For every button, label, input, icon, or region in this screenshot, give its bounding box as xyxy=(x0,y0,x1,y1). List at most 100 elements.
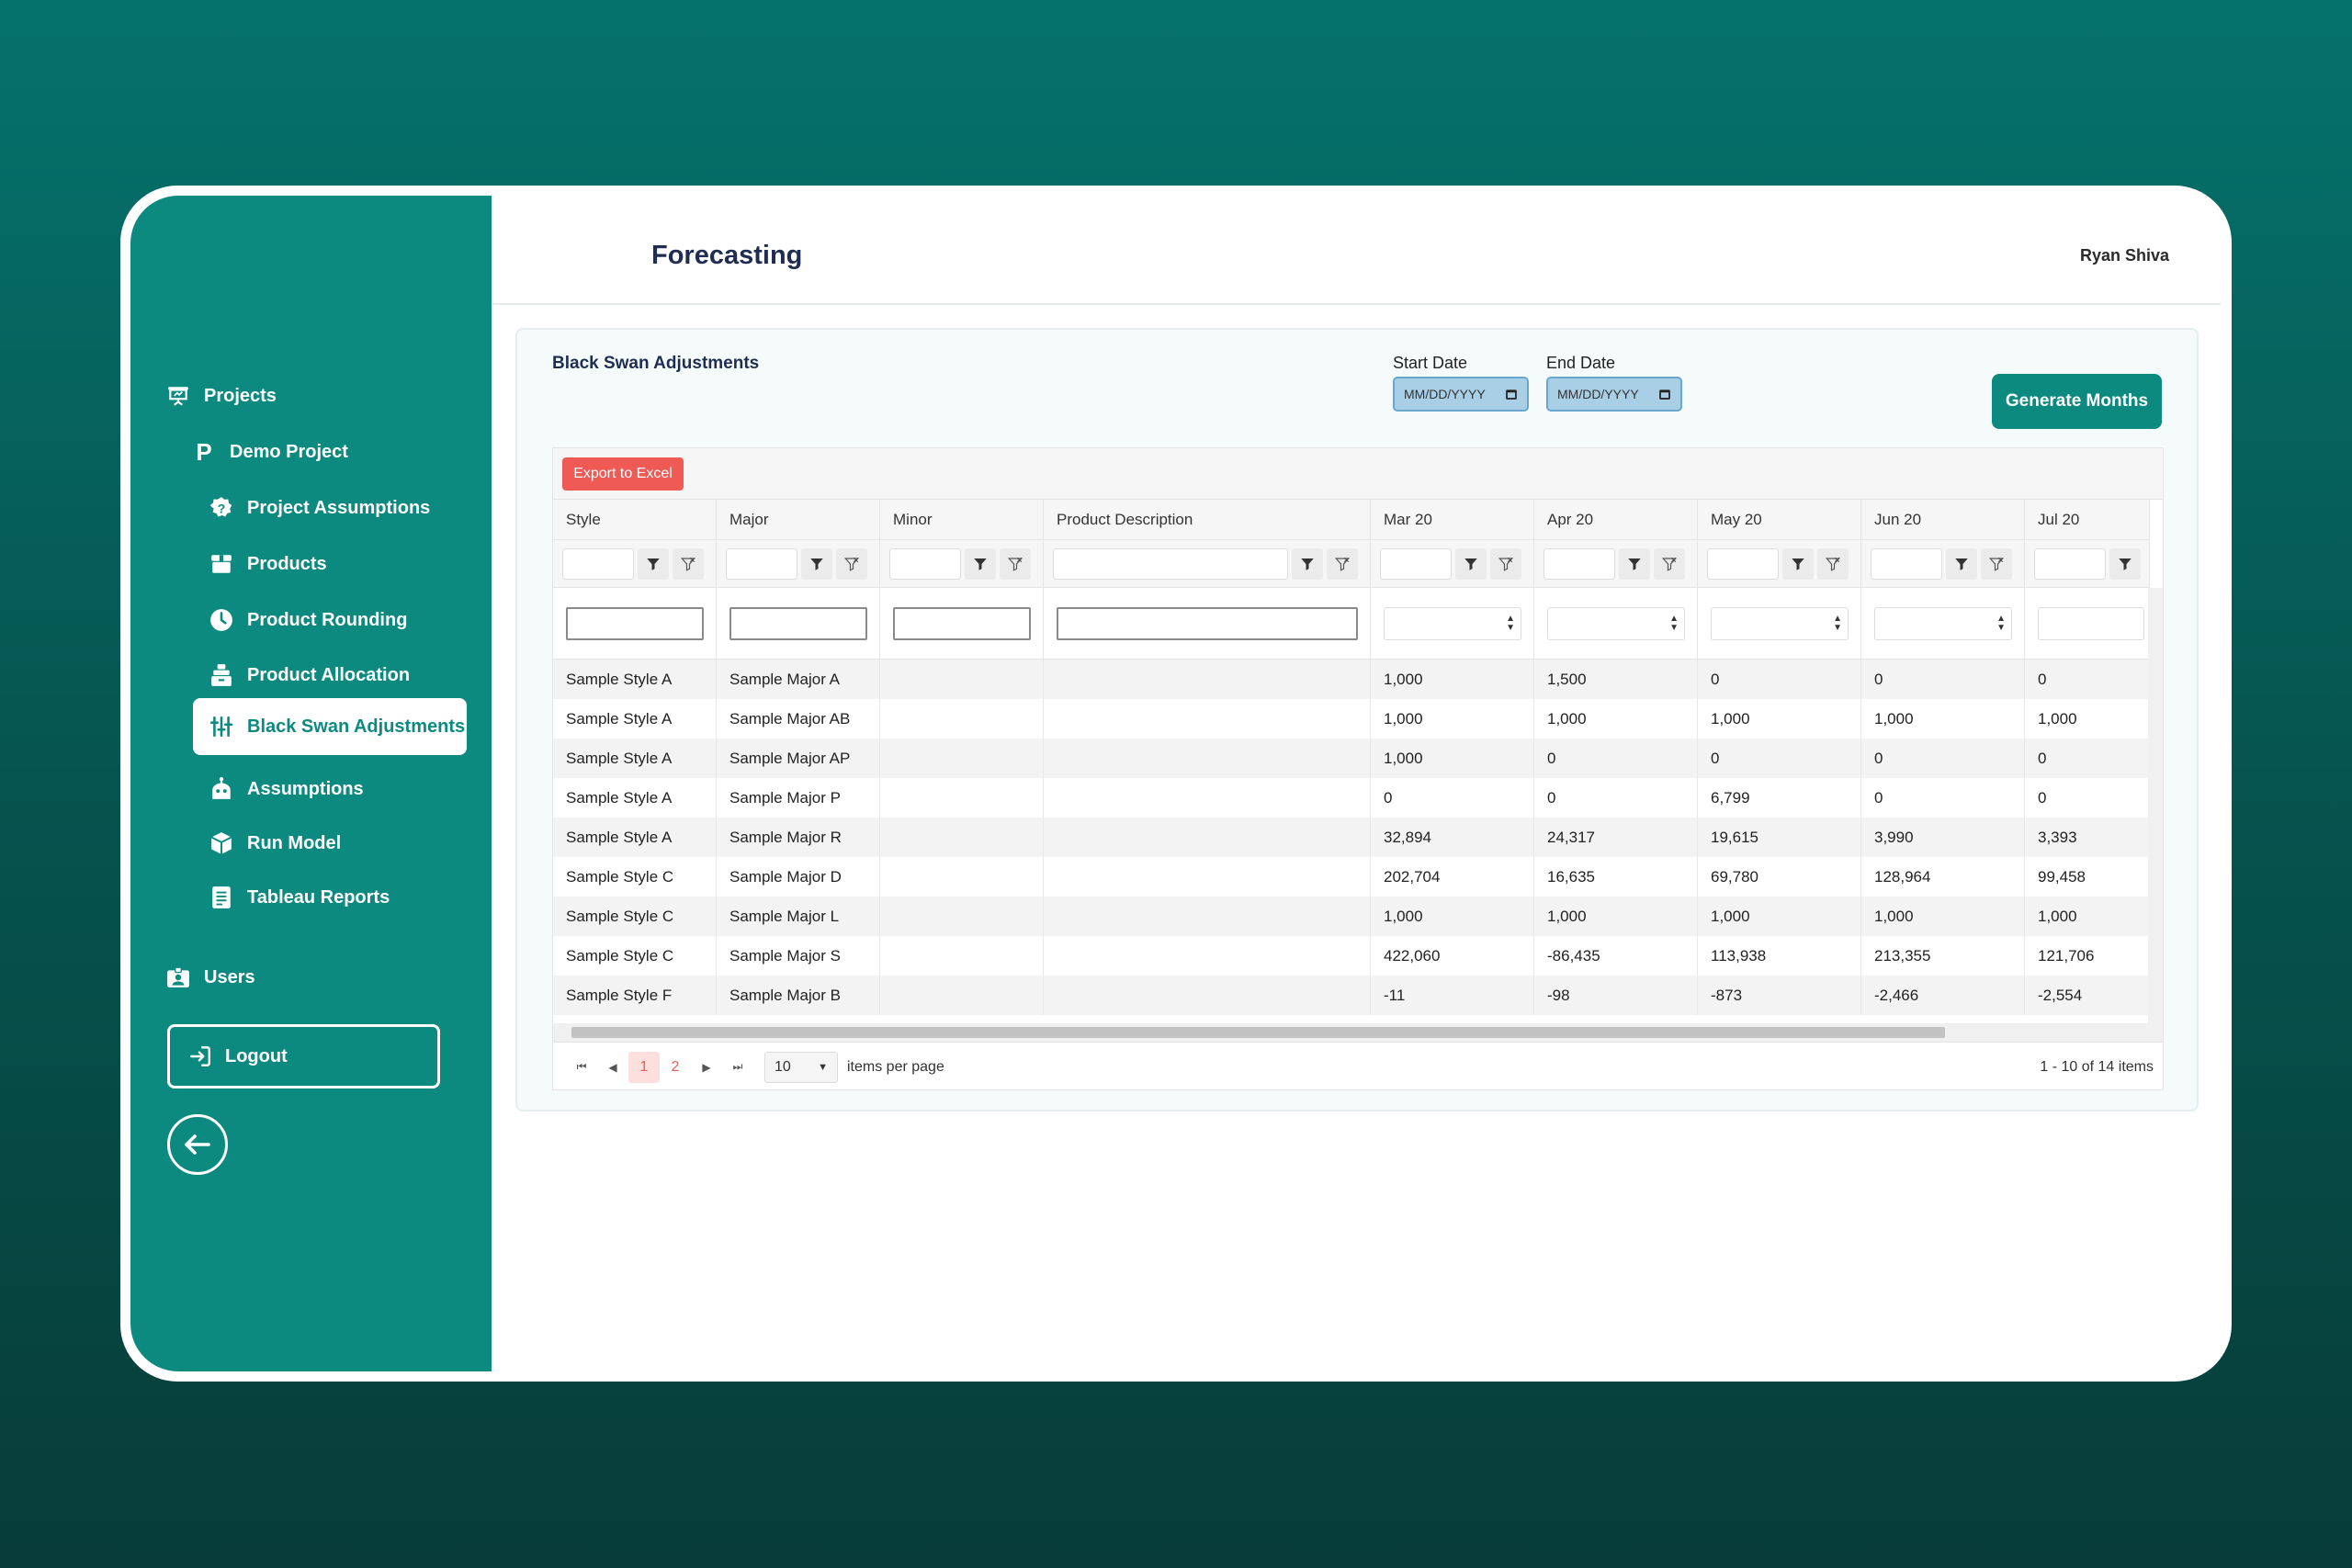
table-cell[interactable]: -2,466 xyxy=(1861,976,2025,1015)
table-cell[interactable] xyxy=(880,897,1044,936)
table-cell[interactable]: 6,799 xyxy=(1698,778,1861,818)
table-cell[interactable]: 1,000 xyxy=(1371,897,1534,936)
sidebar-item-products[interactable]: Products xyxy=(209,546,327,582)
horizontal-scrollbar[interactable] xyxy=(553,1023,2150,1042)
table-cell[interactable] xyxy=(1044,699,1371,739)
column-header[interactable]: Jul 20 xyxy=(2025,500,2150,539)
table-cell[interactable]: 0 xyxy=(2025,778,2150,818)
end-date-input[interactable]: MM/DD/YYYY xyxy=(1546,377,1682,412)
next-page-button[interactable]: ▶ xyxy=(702,1060,711,1074)
table-cell[interactable]: 0 xyxy=(1861,739,2025,778)
filter-input[interactable] xyxy=(1544,547,1615,580)
table-cell[interactable]: Sample Major A xyxy=(717,660,880,699)
spinner-icon[interactable]: ▲ ▼ xyxy=(1996,613,2006,633)
clear-filter-icon[interactable] xyxy=(1654,547,1685,580)
table-cell[interactable]: 1,000 xyxy=(1698,897,1861,936)
sidebar-item-product-allocation[interactable]: Product Allocation xyxy=(209,657,410,694)
table-cell[interactable]: 213,355 xyxy=(1861,936,2025,976)
prev-page-button[interactable]: ◀ xyxy=(608,1060,617,1074)
table-cell[interactable]: 422,060 xyxy=(1371,936,1534,976)
page-button[interactable]: 2 xyxy=(671,1058,680,1075)
page-button[interactable]: 1 xyxy=(628,1051,660,1083)
filter-icon[interactable] xyxy=(2109,547,2141,580)
export-excel-button[interactable]: Export to Excel xyxy=(562,457,684,491)
collapse-sidebar-button[interactable] xyxy=(167,1114,228,1175)
text-editor-input[interactable] xyxy=(566,606,704,640)
table-cell[interactable]: Sample Style C xyxy=(553,936,717,976)
column-header[interactable]: Jun 20 xyxy=(1861,500,2025,539)
filter-icon[interactable] xyxy=(1292,547,1323,580)
table-cell[interactable]: 1,000 xyxy=(1371,699,1534,739)
table-cell[interactable] xyxy=(880,857,1044,897)
user-name[interactable]: Ryan Shiva xyxy=(2079,246,2169,265)
table-cell[interactable] xyxy=(1044,976,1371,1015)
filter-icon[interactable] xyxy=(1946,547,1977,580)
table-cell[interactable] xyxy=(880,660,1044,699)
table-cell[interactable]: 69,780 xyxy=(1698,857,1861,897)
table-cell[interactable]: 3,393 xyxy=(2025,818,2150,857)
last-page-button[interactable]: ⏭ xyxy=(732,1060,743,1073)
start-date-input[interactable]: MM/DD/YYYY xyxy=(1393,377,1529,412)
table-cell[interactable]: -98 xyxy=(1534,976,1698,1015)
table-cell[interactable]: 121,706 xyxy=(2025,936,2150,976)
filter-icon[interactable] xyxy=(1782,547,1814,580)
filter-icon[interactable] xyxy=(801,547,832,580)
table-cell[interactable]: 113,938 xyxy=(1698,936,1861,976)
table-cell[interactable]: 1,000 xyxy=(2025,699,2150,739)
sidebar-item-demo-project[interactable]: P Demo Project xyxy=(191,434,348,470)
clear-filter-icon[interactable] xyxy=(1000,547,1031,580)
table-cell[interactable]: 0 xyxy=(1371,778,1534,818)
vertical-scrollbar[interactable] xyxy=(2148,588,2163,1042)
clear-filter-icon[interactable] xyxy=(1981,547,2012,580)
page-size-select[interactable]: 10 ▼ xyxy=(764,1051,838,1083)
table-cell[interactable] xyxy=(1044,936,1371,976)
numeric-editor-input[interactable]: ▲ ▼ xyxy=(1547,606,1685,640)
table-cell[interactable] xyxy=(1044,660,1371,699)
table-cell[interactable]: Sample Style A xyxy=(553,699,717,739)
first-page-button[interactable]: ⏮ xyxy=(576,1060,587,1073)
sidebar-item-projects[interactable]: Projects xyxy=(165,378,277,414)
text-editor-input[interactable] xyxy=(893,606,1031,640)
table-row[interactable]: Sample Style A Sample Major AB 1,000 1,000 1… xyxy=(553,699,2150,739)
table-cell[interactable]: 32,894 xyxy=(1371,818,1534,857)
table-cell[interactable]: 19,615 xyxy=(1698,818,1861,857)
table-cell[interactable] xyxy=(1044,739,1371,778)
table-cell[interactable]: Sample Major B xyxy=(717,976,880,1015)
numeric-editor-input[interactable]: ▲ ▼ xyxy=(1874,606,2012,640)
sidebar-item-black-swan-adjustments[interactable]: Black Swan Adjustments xyxy=(193,698,467,755)
filter-icon[interactable] xyxy=(965,547,996,580)
table-cell[interactable]: Sample Major R xyxy=(717,818,880,857)
table-cell[interactable]: 16,635 xyxy=(1534,857,1698,897)
table-cell[interactable]: Sample Major S xyxy=(717,936,880,976)
table-cell[interactable]: 0 xyxy=(2025,660,2150,699)
table-cell[interactable]: Sample Major D xyxy=(717,857,880,897)
clear-filter-icon[interactable] xyxy=(1490,547,1521,580)
clear-filter-icon[interactable] xyxy=(1327,547,1358,580)
table-row[interactable]: Sample Style C Sample Major D 202,704 16,63… xyxy=(553,857,2150,897)
table-cell[interactable]: 202,704 xyxy=(1371,857,1534,897)
table-cell[interactable]: Sample Major L xyxy=(717,897,880,936)
numeric-editor-input[interactable] xyxy=(2038,606,2144,640)
sidebar-item-users[interactable]: Users xyxy=(165,959,255,996)
table-cell[interactable]: 0 xyxy=(1861,660,2025,699)
horizontal-scroll-thumb[interactable] xyxy=(571,1027,1945,1038)
text-editor-input[interactable] xyxy=(729,606,867,640)
clear-filter-icon[interactable] xyxy=(836,547,867,580)
table-cell[interactable]: 0 xyxy=(1534,739,1698,778)
column-header[interactable]: May 20 xyxy=(1698,500,1861,539)
generate-months-button[interactable]: Generate Months xyxy=(1992,374,2162,429)
logout-button[interactable]: Logout xyxy=(167,1024,440,1089)
sidebar-item-run-model[interactable]: Run Model xyxy=(209,825,341,862)
sidebar-item-assumptions[interactable]: Assumptions xyxy=(209,771,364,807)
sidebar-item-product-rounding[interactable]: Product Rounding xyxy=(209,602,407,638)
table-cell[interactable]: 0 xyxy=(1698,739,1861,778)
table-cell[interactable]: 1,000 xyxy=(2025,897,2150,936)
table-cell[interactable] xyxy=(880,936,1044,976)
table-cell[interactable]: 1,000 xyxy=(1371,660,1534,699)
table-cell[interactable]: 0 xyxy=(1534,778,1698,818)
filter-input[interactable] xyxy=(562,547,634,580)
table-row[interactable]: Sample Style C Sample Major S 422,060 -86,4… xyxy=(553,936,2150,976)
table-cell[interactable]: 0 xyxy=(1698,660,1861,699)
table-row[interactable]: Sample Style A Sample Major A 1,000 1,500 0 0… xyxy=(553,660,2150,699)
table-row[interactable]: Sample Style A Sample Major AP 1,000 0 0 0 0 xyxy=(553,739,2150,778)
